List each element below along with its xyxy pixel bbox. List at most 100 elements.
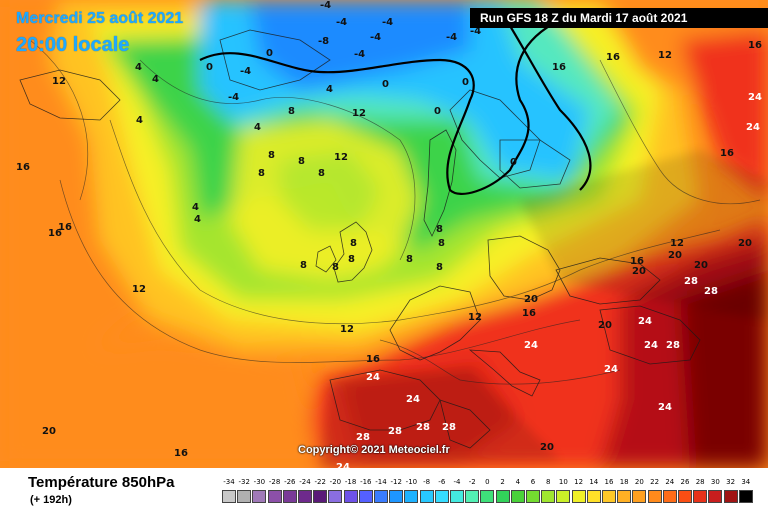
legend-swatch: [571, 490, 586, 503]
legend-label: 34: [741, 478, 751, 486]
legend-swatch: [267, 490, 282, 503]
isotherm-label: 24: [658, 402, 672, 413]
isotherm-label: 28: [416, 422, 430, 433]
isotherm-label: 8: [348, 254, 355, 265]
isotherm-label: 16: [748, 40, 762, 51]
legend-label: -24: [299, 478, 311, 486]
legend-color-scale: [222, 490, 753, 504]
copyright-text: Copyright© 2021 Meteociel.fr: [298, 444, 450, 456]
isotherm-label: 0: [382, 79, 389, 90]
forecast-time: 20:00 locale: [16, 34, 130, 56]
isotherm-label: 24: [644, 340, 658, 351]
isotherm-label: -4: [354, 49, 365, 60]
isotherm-label: 16: [48, 228, 62, 239]
zone-very-dark: [680, 270, 768, 468]
isotherm-label: 16: [58, 222, 72, 233]
legend-label: -34: [223, 478, 235, 486]
legend-swatch: [693, 490, 708, 503]
legend-label: 22: [650, 478, 660, 486]
isotherm-label: 4: [152, 74, 159, 85]
model-run-banner: Run GFS 18 Z du Mardi 17 août 2021: [470, 8, 768, 28]
isotherm-label: -4: [382, 17, 393, 28]
isotherm-label: 20: [42, 426, 56, 437]
isotherm-label: 20: [694, 260, 708, 271]
isotherm-label: 28: [666, 340, 680, 351]
isotherm-contours: [199, 9, 592, 195]
legend-swatch: [510, 490, 525, 503]
isotherm-label: 12: [670, 238, 684, 249]
legend-label: 12: [574, 478, 584, 486]
legend-swatch: [374, 490, 388, 503]
isotherm-label: 24: [406, 394, 420, 405]
isotherm-label: 24: [336, 462, 350, 468]
isotherm-label: 8: [438, 238, 445, 249]
isotherm-label: 12: [468, 312, 482, 323]
legend-swatch: [313, 490, 328, 503]
isotherm-label: -4: [470, 26, 481, 37]
isotherm-label: 8: [298, 156, 305, 167]
legend-label: -2: [468, 478, 476, 486]
legend-label: 8: [545, 478, 551, 486]
legend-label: 20: [634, 478, 644, 486]
legend-label: -8: [423, 478, 431, 486]
isotherm-label: 16: [606, 52, 620, 63]
legend-label: 16: [604, 478, 614, 486]
legend-swatch: [632, 490, 647, 503]
isotherm-label: 20: [524, 294, 538, 305]
isotherm-label: 28: [388, 426, 402, 437]
isotherm-label: 8: [300, 260, 307, 271]
isotherm-label: 4: [136, 115, 143, 126]
zone-very-cold: [250, 0, 470, 90]
legend-swatch: [252, 490, 267, 503]
isotherm-label: 8: [332, 262, 339, 273]
legend-swatch: [450, 490, 464, 503]
legend-label: 6: [530, 478, 536, 486]
isotherm-label: 12: [340, 324, 354, 335]
legend-swatch: [298, 490, 312, 503]
isotherm-label: 28: [442, 422, 456, 433]
isotherm-label: 0: [266, 48, 273, 59]
isotherm-label: 12: [52, 76, 66, 87]
legend-label: -30: [253, 478, 266, 486]
isotherm-label: 24: [604, 364, 618, 375]
legend-label: 18: [619, 478, 629, 486]
isotherm-label: 24: [524, 340, 538, 351]
isotherm-label: 12: [334, 152, 348, 163]
legend-label: -6: [438, 478, 446, 486]
legend-swatch: [343, 490, 358, 503]
isotherm-label: 0: [206, 62, 213, 73]
forecast-date: Mercredi 25 août 2021: [16, 10, 184, 27]
isotherm-label: 24: [366, 372, 380, 383]
isotherm-label: 12: [132, 284, 146, 295]
legend-swatch: [237, 490, 252, 503]
isotherm-label: 20: [540, 442, 554, 453]
legend-swatch: [556, 490, 571, 503]
isotherm-label: 20: [738, 238, 752, 249]
isotherm-label: 8: [268, 150, 275, 161]
legend-swatch: [389, 490, 404, 503]
legend-swatch: [495, 490, 510, 503]
isotherm-label: 24: [746, 122, 760, 133]
lead-time: (+ 192h): [30, 494, 72, 506]
legend-swatch: [480, 490, 495, 503]
legend-swatch: [723, 490, 738, 503]
legend-swatch: [617, 490, 632, 503]
isotherm-label: 20: [598, 320, 612, 331]
isotherm-label: 16: [630, 256, 644, 267]
legend-label: 2: [500, 478, 505, 486]
zone-red-east: [680, 30, 768, 200]
isotherm-label: 16: [522, 308, 536, 319]
legend-swatch: [586, 490, 601, 503]
isotherm-label: 16: [720, 148, 734, 159]
isotherm-label: 20: [668, 250, 682, 261]
isotherm-label: -4: [370, 32, 381, 43]
legend-swatch: [541, 490, 556, 503]
isotherm-label: 8: [318, 168, 325, 179]
legend-labels: -34 -32 -30 -28 -26 -24 -22 -20 -18 -16 -14 -12 -10-…: [222, 478, 752, 490]
legend-label: -32: [238, 478, 250, 486]
legend-label: -22: [314, 478, 326, 486]
parameter-title: Température 850hPa: [28, 474, 175, 491]
isotherm-label: 20: [632, 266, 646, 277]
